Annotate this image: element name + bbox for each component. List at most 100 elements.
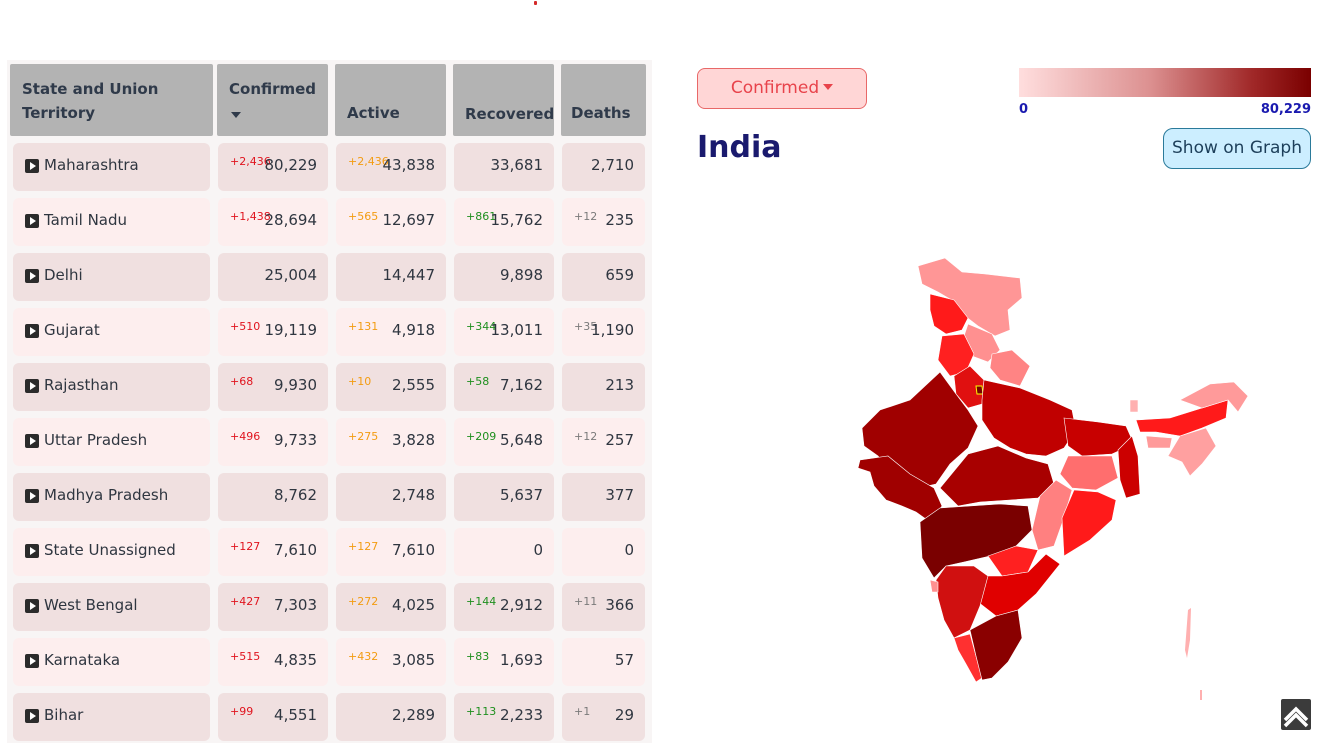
map-state-assam[interactable] xyxy=(1135,399,1229,437)
map-state-northeast[interactable] xyxy=(1167,427,1217,477)
deaths-cell: 0 xyxy=(562,528,645,576)
metric-dropdown-label: Confirmed xyxy=(730,78,820,98)
map-state-west-bengal[interactable] xyxy=(1117,435,1141,499)
active-cell: 2,289 xyxy=(336,693,446,741)
state-name: Delhi xyxy=(44,266,83,284)
legend-max-value: 80,229 xyxy=(1260,102,1311,117)
state-name-cell[interactable]: Uttar Pradesh xyxy=(13,418,210,466)
map-state-arunachal[interactable] xyxy=(1179,381,1249,413)
play-icon[interactable] xyxy=(25,214,39,228)
recovered-delta: +209 xyxy=(466,430,497,443)
state-name-cell[interactable]: Bihar xyxy=(13,693,210,741)
confirmed-delta: +127 xyxy=(230,540,261,553)
recovered-cell: +113 2,233 xyxy=(454,693,554,741)
metric-dropdown-button[interactable]: Confirmed xyxy=(697,68,867,109)
active-cell: +275 3,828 xyxy=(336,418,446,466)
play-icon[interactable] xyxy=(25,159,39,173)
confirmed-cell: +1,438 28,694 xyxy=(218,198,328,246)
header-recovered[interactable]: Recovered xyxy=(453,64,554,136)
map-state-jharkhand[interactable] xyxy=(1059,455,1119,491)
play-icon[interactable] xyxy=(25,434,39,448)
confirmed-delta: +510 xyxy=(230,320,261,333)
map-state-ladakh[interactable] xyxy=(917,257,1023,337)
map-state-gujarat[interactable] xyxy=(857,455,943,523)
deaths-delta: +1 xyxy=(574,705,591,718)
map-state-goa[interactable] xyxy=(929,579,939,593)
play-icon[interactable] xyxy=(25,599,39,613)
state-name-cell[interactable]: Rajasthan xyxy=(13,363,210,411)
deaths-cell: 2,710 xyxy=(562,143,645,191)
chevron-up-icon xyxy=(1283,706,1309,728)
active-cell: 2,748 xyxy=(336,473,446,521)
active-cell: +565 12,697 xyxy=(336,198,446,246)
recovered-delta: +144 xyxy=(466,595,497,608)
map-state-tamil-nadu[interactable] xyxy=(969,609,1023,681)
map-state-uttarakhand[interactable] xyxy=(989,349,1031,387)
header-confirmed[interactable]: Confirmed xyxy=(217,64,328,136)
map-state-meghalaya[interactable] xyxy=(1145,435,1173,449)
play-icon[interactable] xyxy=(25,379,39,393)
header-active[interactable]: Active xyxy=(335,64,446,136)
map-state-odisha[interactable] xyxy=(1061,489,1117,557)
map-state-telangana[interactable] xyxy=(987,545,1039,577)
confirmed-cell: +127 7,610 xyxy=(218,528,328,576)
map-state-kerala[interactable] xyxy=(953,633,983,683)
caret-down-icon xyxy=(823,84,834,90)
header-state-line1: State and Union xyxy=(22,80,159,98)
play-icon[interactable] xyxy=(25,544,39,558)
play-icon[interactable] xyxy=(25,654,39,668)
map-state-andhra-pradesh[interactable] xyxy=(975,553,1061,617)
active-value: 43,838 xyxy=(382,156,436,174)
active-cell: +131 4,918 xyxy=(336,308,446,356)
map-state-sikkim[interactable] xyxy=(1129,399,1139,413)
state-name-cell[interactable]: Delhi xyxy=(13,253,210,301)
active-value: 7,610 xyxy=(392,541,435,559)
map-state-andaman[interactable] xyxy=(1185,608,1202,700)
state-name-cell[interactable]: Maharashtra xyxy=(13,143,210,191)
recovered-value: 2,233 xyxy=(500,706,543,724)
active-delta: +10 xyxy=(348,375,372,388)
deaths-value: 235 xyxy=(605,211,634,229)
state-name: Rajasthan xyxy=(44,376,119,394)
confirmed-cell: +2,436 80,229 xyxy=(218,143,328,191)
state-name: Uttar Pradesh xyxy=(44,431,148,449)
state-name-cell[interactable]: West Bengal xyxy=(13,583,210,631)
header-deaths[interactable]: Deaths xyxy=(561,64,646,136)
play-icon[interactable] xyxy=(25,489,39,503)
recovered-delta: +344 xyxy=(466,320,497,333)
active-cell: +10 2,555 xyxy=(336,363,446,411)
confirmed-cell: +99 4,551 xyxy=(218,693,328,741)
confirmed-cell: +510 19,119 xyxy=(218,308,328,356)
play-icon[interactable] xyxy=(25,269,39,283)
confirmed-delta: +1,438 xyxy=(230,210,271,223)
active-delta: +131 xyxy=(348,320,379,333)
map-state-karnataka[interactable] xyxy=(935,565,989,639)
deaths-delta: +12 xyxy=(574,210,598,223)
active-cell: +432 3,085 xyxy=(336,638,446,686)
active-value: 4,918 xyxy=(392,321,435,339)
map-state-delhi[interactable] xyxy=(975,385,984,395)
play-icon[interactable] xyxy=(25,324,39,338)
recovered-cell: 33,681 xyxy=(454,143,554,191)
map-state-chhattisgarh[interactable] xyxy=(1031,479,1073,551)
deaths-cell: +11 366 xyxy=(562,583,645,631)
back-to-top-button[interactable] xyxy=(1281,699,1311,730)
state-name: Madhya Pradesh xyxy=(44,486,169,504)
state-name-cell[interactable]: Karnataka xyxy=(13,638,210,686)
play-icon[interactable] xyxy=(25,709,39,723)
state-name-cell[interactable]: Gujarat xyxy=(13,308,210,356)
deaths-cell: 213 xyxy=(562,363,645,411)
recovered-value: 0 xyxy=(533,541,543,559)
recovered-cell: 5,637 xyxy=(454,473,554,521)
state-name-cell[interactable]: State Unassigned xyxy=(13,528,210,576)
recovered-delta: +113 xyxy=(466,705,497,718)
state-name-cell[interactable]: Tamil Nadu xyxy=(13,198,210,246)
deaths-cell: +35 1,190 xyxy=(562,308,645,356)
map-state-uttar-pradesh[interactable] xyxy=(981,379,1077,457)
active-cell: +127 7,610 xyxy=(336,528,446,576)
show-on-graph-button[interactable]: Show on Graph xyxy=(1163,128,1311,169)
state-name-cell[interactable]: Madhya Pradesh xyxy=(13,473,210,521)
confirmed-value: 4,551 xyxy=(274,706,317,724)
map-state-jammu-kashmir[interactable] xyxy=(929,293,969,335)
header-state[interactable]: State and Union Territory xyxy=(10,64,213,136)
